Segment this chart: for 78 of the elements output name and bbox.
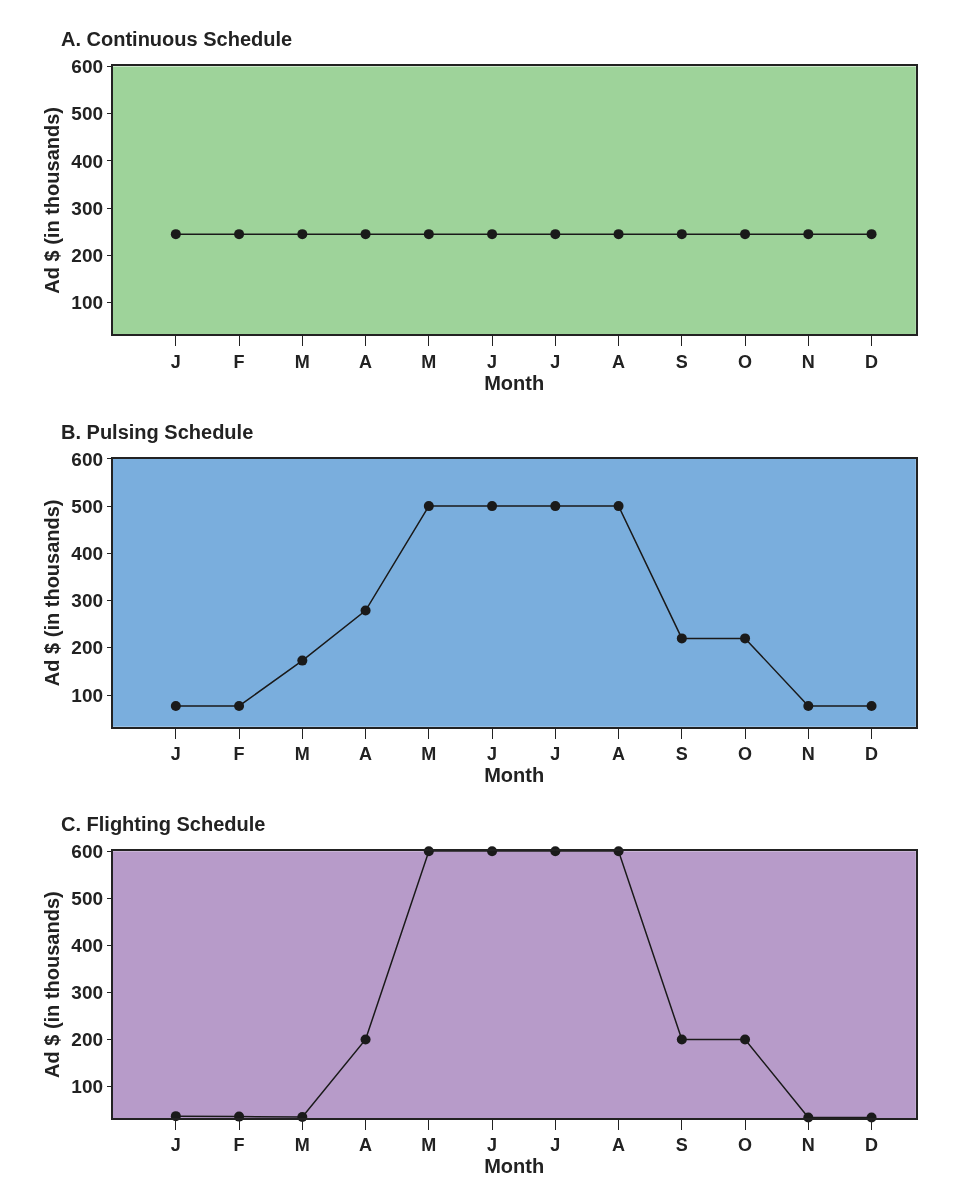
x-tick-label: A: [612, 351, 626, 372]
point: [487, 501, 498, 512]
y-axis-title: Ad $ (in thousands): [41, 499, 64, 687]
point: [803, 700, 814, 711]
point: [234, 700, 245, 711]
x-tick-label: N: [801, 351, 815, 372]
point: [740, 1034, 751, 1045]
x-axis-title: Month: [484, 1155, 545, 1178]
x-tick-label: A: [359, 351, 373, 372]
x-tick-label: A: [359, 744, 373, 765]
x-tick-label: J: [487, 1135, 498, 1156]
y-tick-label: 300: [71, 982, 104, 1004]
point: [676, 1034, 687, 1045]
y-axis-title: Ad $ (in thousands): [41, 891, 64, 1078]
y-tick-label: 400: [71, 150, 104, 172]
x-tick-label: O: [738, 351, 753, 372]
y-tick-label: 500: [71, 495, 104, 517]
y-tick-label: 300: [71, 590, 104, 612]
x-tick-label: J: [170, 744, 181, 765]
y-tick-label: 600: [71, 56, 104, 78]
x-tick-label: M: [294, 1135, 310, 1156]
point: [550, 501, 561, 512]
x-tick-label: M: [421, 1135, 437, 1156]
y-tick-label: 400: [71, 935, 104, 957]
point: [360, 605, 371, 616]
x-axis-title: Month: [484, 764, 545, 787]
x-tick-label: M: [294, 744, 310, 765]
x-tick-label: J: [170, 351, 181, 372]
chart-title: A. Continuous Schedule: [61, 28, 293, 50]
x-tick-label: F: [233, 744, 245, 765]
x-tick-label: J: [550, 351, 561, 372]
x-tick-label: D: [865, 351, 879, 372]
x-tick-label: A: [612, 1135, 626, 1156]
x-tick-label: M: [421, 744, 437, 765]
x-tick-label: D: [865, 744, 879, 765]
x-tick-label: J: [487, 744, 498, 765]
x-tick-label: O: [738, 744, 753, 765]
x-tick-label: J: [550, 1135, 561, 1156]
point: [423, 501, 434, 512]
x-tick-label: S: [675, 351, 688, 372]
x-tick-label: J: [487, 351, 498, 372]
x-tick-label: A: [359, 1135, 373, 1156]
x-tick-label: J: [550, 744, 561, 765]
chart-title: C. Flighting Schedule: [61, 813, 266, 835]
y-axis-title: Ad $ (in thousands): [41, 107, 64, 294]
y-tick-label: 600: [71, 448, 104, 470]
point: [297, 655, 308, 666]
y-tick-label: 200: [71, 245, 104, 267]
point: [676, 633, 687, 644]
y-tick-label: 500: [71, 887, 104, 909]
y-tick-label: 200: [71, 637, 104, 659]
point: [613, 501, 624, 512]
y-tick-label: 500: [71, 103, 104, 125]
x-tick-label: O: [738, 1135, 753, 1156]
x-tick-label: M: [421, 351, 437, 372]
x-tick-label: S: [675, 1135, 688, 1156]
y-tick-label: 300: [71, 197, 104, 219]
y-tick-label: 100: [71, 292, 104, 314]
x-tick-label: A: [612, 744, 626, 765]
x-tick-label: D: [865, 1135, 879, 1156]
point: [170, 700, 181, 711]
y-tick-label: 200: [71, 1029, 104, 1051]
y-tick-label: 600: [71, 840, 104, 862]
x-tick-label: J: [170, 1135, 181, 1156]
chart-title: B. Pulsing Schedule: [61, 421, 254, 443]
x-axis-title: Month: [484, 371, 545, 394]
point: [740, 633, 751, 644]
y-tick-label: 100: [71, 684, 104, 706]
x-tick-label: F: [233, 351, 245, 372]
x-tick-label: N: [801, 744, 815, 765]
y-tick-label: 400: [71, 543, 104, 564]
point: [360, 1034, 371, 1045]
point: [866, 700, 877, 711]
y-tick-label: 100: [71, 1076, 104, 1098]
x-tick-label: S: [675, 744, 688, 765]
x-tick-label: N: [801, 1135, 815, 1156]
x-tick-label: F: [233, 1135, 245, 1156]
x-tick-label: M: [294, 351, 310, 372]
